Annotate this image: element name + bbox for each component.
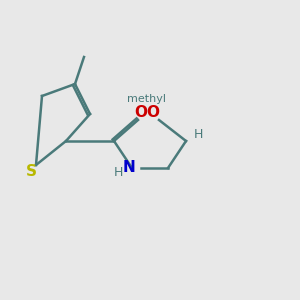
Text: H: H: [193, 128, 203, 141]
Text: N: N: [123, 160, 135, 175]
Text: H: H: [114, 166, 123, 178]
Text: methyl: methyl: [128, 94, 167, 104]
Text: O: O: [134, 105, 148, 120]
Text: O: O: [146, 105, 160, 120]
Text: S: S: [26, 164, 37, 178]
